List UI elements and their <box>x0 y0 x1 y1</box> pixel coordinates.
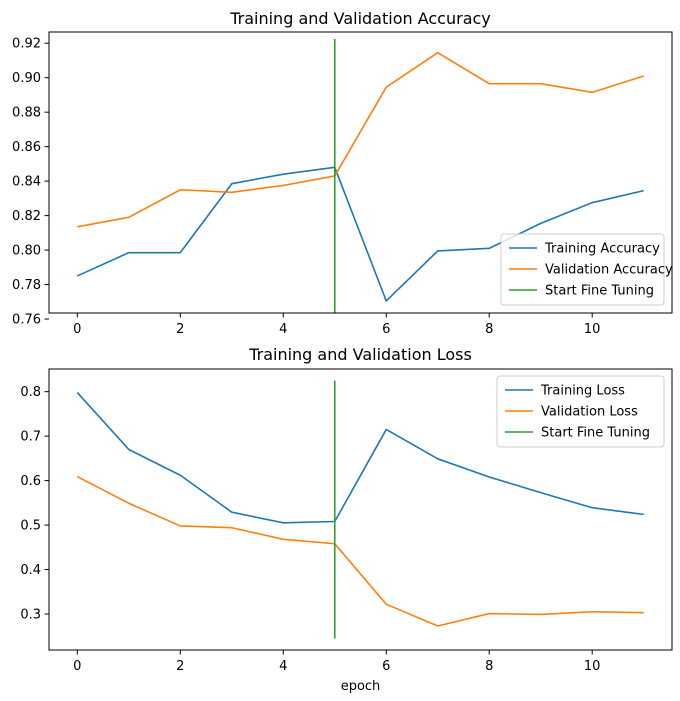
x-tick-label: 6 <box>382 322 390 337</box>
training-accuracy-line <box>76 166 644 302</box>
legend-label: Start Fine Tuning <box>541 426 650 441</box>
x-axis-label: epoch <box>341 679 381 694</box>
y-tick-label: 0.6 <box>20 474 41 489</box>
legend-box <box>500 233 665 306</box>
x-tick-label: 10 <box>584 322 601 337</box>
x-tick-label: 2 <box>176 322 184 337</box>
accuracy-axes: Training and Validation Accuracy 0 2 4 6 8 10 0… <box>12 9 673 337</box>
legend-label: Start Fine Tuning <box>545 284 654 299</box>
y-tick-label: 0.78 <box>12 278 41 293</box>
axes-frame <box>48 31 673 314</box>
x-tick-label: 10 <box>584 659 601 674</box>
y-tick-label: 0.92 <box>12 37 41 52</box>
axes-frame <box>48 368 673 651</box>
y-tick-label: 0.8 <box>20 385 41 400</box>
validation-loss-line <box>76 475 644 627</box>
y-tick-label: 0.88 <box>12 106 41 121</box>
y-tick-label: 0.7 <box>20 430 41 445</box>
legend-label: Validation Accuracy <box>545 263 673 278</box>
chart-title: Training and Validation Loss <box>248 345 472 364</box>
x-tick-label: 6 <box>382 659 390 674</box>
legend: Training Accuracy Validation Accuracy Star… <box>500 233 673 306</box>
legend-label: Validation Loss <box>541 405 638 420</box>
legend: Training Loss Validation Loss Start Fine T… <box>496 375 665 448</box>
y-tick-label: 0.4 <box>20 563 41 578</box>
legend-box <box>496 375 665 448</box>
legend-label: Training Accuracy <box>544 242 660 257</box>
loss-axes: Training and Validation Loss 0 2 4 6 8 10 0.3 0.… <box>20 345 673 694</box>
y-tick-label: 0.80 <box>12 244 41 259</box>
validation-accuracy-line <box>77 51 644 228</box>
y-tick-label: 0.82 <box>12 209 41 224</box>
y-tick-label: 0.76 <box>12 313 41 328</box>
x-tick-label: 2 <box>176 659 184 674</box>
chart-title: Training and Validation Accuracy <box>229 9 491 28</box>
x-tick-label: 8 <box>485 322 493 337</box>
y-tick-label: 0.84 <box>12 175 41 190</box>
legend-label: Training Loss <box>540 384 625 399</box>
x-tick-label: 8 <box>485 659 493 674</box>
x-tick-label: 0 <box>73 322 81 337</box>
y-tick-label: 0.90 <box>12 71 41 86</box>
x-tick-label: 4 <box>279 322 287 337</box>
training-loss-line <box>76 392 644 524</box>
y-tick-label: 0.86 <box>12 140 41 155</box>
x-tick-label: 4 <box>279 659 287 674</box>
x-tick-label: 0 <box>73 659 81 674</box>
y-tick-label: 0.3 <box>20 607 41 622</box>
y-tick-label: 0.5 <box>20 519 41 534</box>
